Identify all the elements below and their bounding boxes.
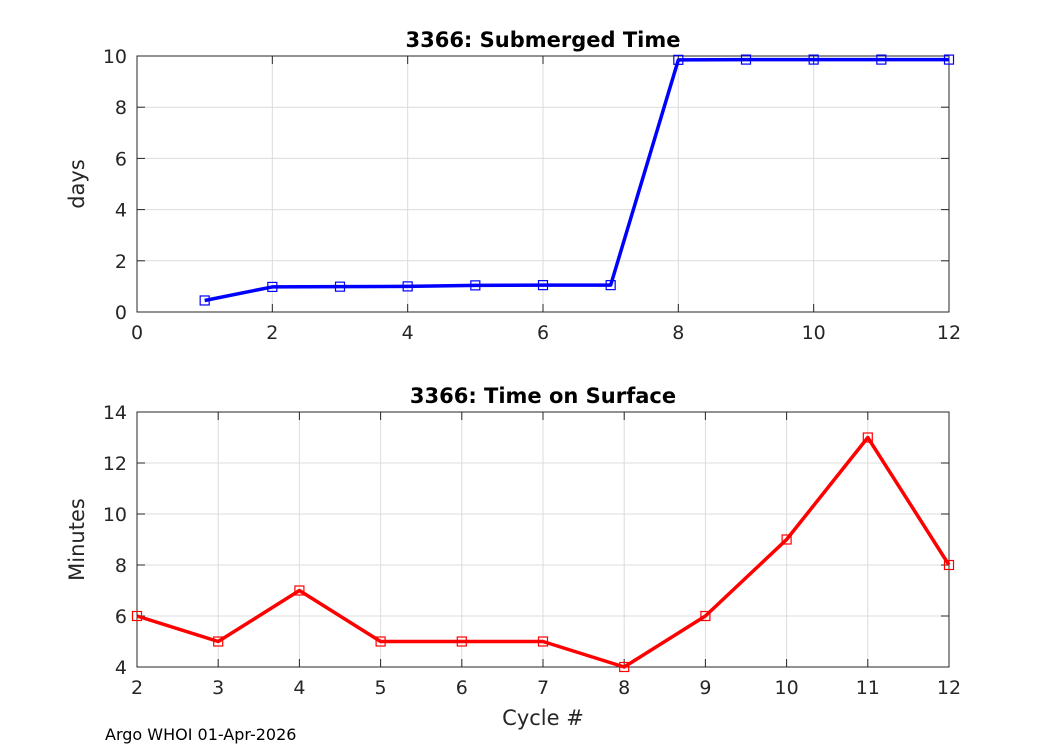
data-point [740,54,752,65]
data-point [673,54,684,65]
data-point [943,559,955,571]
data-point [808,54,819,65]
x-tick-label: 2 [266,322,278,344]
y-axis-label: Minutes [65,498,89,581]
y-tick-label: 2 [115,251,127,273]
data-point [943,54,955,65]
x-tick-label: 10 [802,322,826,344]
y-tick-label: 8 [115,555,127,577]
x-tick-label: 4 [293,677,305,699]
y-tick-label: 10 [103,504,127,526]
y-tick-label: 4 [115,657,127,679]
x-tick-label: 7 [537,677,549,699]
y-tick-label: 14 [103,402,127,424]
series-line [136,435,951,669]
data-point [213,636,224,647]
data-point [131,610,143,622]
x-tick-label: 6 [537,322,549,344]
footer-credit: Argo WHOI 01-Apr-2026 [105,725,297,744]
x-tick-label: 4 [402,322,414,344]
x-tick-label: 0 [131,322,143,344]
x-tick-label: 11 [856,677,880,699]
data-point [294,585,305,596]
data-point [334,281,346,292]
y-tick-label: 4 [115,200,127,222]
x-tick-label: 5 [375,677,387,699]
y-tick-label: 6 [115,606,127,628]
data-point [402,281,413,292]
data-point [862,432,873,443]
data-point [456,636,467,647]
y-tick-label: 10 [103,46,127,68]
data-point [375,636,386,647]
data-point [267,281,278,293]
x-axis-label: Cycle # [502,706,584,730]
y-axis-label: days [65,159,89,209]
data-point [470,280,481,291]
chart-title: 3366: Time on Surface [410,384,676,408]
x-tick-label: 2 [131,677,143,699]
x-tick-label: 3 [212,677,224,699]
submerged-time-chart: 0 2 4 6 8 10 12 0 2 4 6 8 10 3366: Submerged Time days [65,28,961,344]
surface-time-chart: 2 3 4 5 6 7 8 9 10 11 12 4 6 8 10 12 14 3366: Time on Sur… [65,384,961,730]
data-point [619,661,630,673]
y-tick-label: 6 [115,148,127,170]
x-tick-label: 8 [672,322,684,344]
data-point [537,280,549,291]
x-tick-label: 10 [775,677,799,699]
x-tick-label: 12 [937,677,961,699]
x-tick-label: 8 [618,677,630,699]
data-point [700,610,711,622]
x-tick-label: 6 [456,677,468,699]
data-point [537,636,549,647]
data-point [876,54,887,65]
x-tick-label: 12 [937,322,961,344]
series-line [204,57,949,303]
y-tick-label: 8 [115,97,127,119]
y-tick-label: 0 [115,302,127,324]
data-point [781,534,792,545]
data-point [199,295,210,306]
data-point [605,280,616,291]
y-tick-label: 12 [103,453,127,475]
x-tick-label: 9 [699,677,711,699]
chart-title: 3366: Submerged Time [405,28,680,52]
